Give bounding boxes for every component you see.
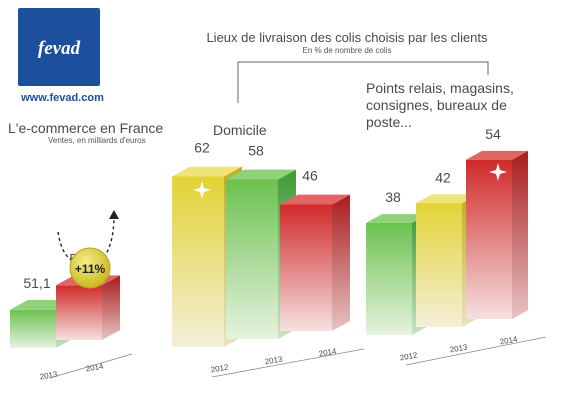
bar-side xyxy=(332,194,350,331)
sparkle-icon xyxy=(75,193,93,211)
delivery-subtitle: En % de nombre de colis xyxy=(302,46,392,55)
bar-front xyxy=(172,176,224,347)
bar-top xyxy=(226,169,296,180)
bar-top xyxy=(416,194,478,204)
value-label: 42 xyxy=(435,169,451,185)
bar-1-2014 xyxy=(280,194,350,331)
value-label: 51,1 xyxy=(23,275,50,291)
bar-front xyxy=(56,285,102,340)
axis-line xyxy=(405,336,547,366)
bar-top xyxy=(280,194,350,205)
bar-side xyxy=(512,150,528,319)
tick-label: 2013 xyxy=(39,369,59,381)
bar-front xyxy=(466,159,512,319)
bar-front xyxy=(366,222,412,335)
tick-label: 2013 xyxy=(449,342,469,354)
value-label: 38 xyxy=(385,189,401,205)
sparkle-icon xyxy=(193,181,211,199)
badge-text: +11% xyxy=(75,262,106,276)
bar-top xyxy=(366,214,428,223)
badge-circle xyxy=(69,247,111,289)
left-chart-title: L'e-commerce en France xyxy=(8,120,164,136)
bar-front xyxy=(416,203,462,327)
growth-badge: +11% xyxy=(57,210,119,289)
bar-front xyxy=(10,309,56,348)
fevad-logo: fevad xyxy=(18,8,100,86)
logo-url: www.fevad.com xyxy=(21,92,104,104)
logo-text: fevad xyxy=(37,38,81,59)
bar-front xyxy=(280,204,332,331)
bar-top xyxy=(466,150,528,160)
arrow-head-icon xyxy=(109,210,119,219)
delivery-title: Lieux de livraison des colis choisis par… xyxy=(206,30,488,45)
value-label: 54 xyxy=(485,126,501,142)
tick-label: 2013 xyxy=(264,354,284,366)
tick-label: 2014 xyxy=(85,361,105,373)
axis-line xyxy=(211,348,365,378)
value-label: 58 xyxy=(248,143,264,159)
bar-top xyxy=(172,166,242,177)
relais-label: Points relais, magasins, consignes, bure… xyxy=(366,80,514,130)
header-bracket xyxy=(237,61,489,103)
bar-side xyxy=(102,275,120,340)
sparkle-icon xyxy=(489,163,507,181)
domicile-label: Domicile xyxy=(213,122,267,138)
tick-label: 2012 xyxy=(399,350,419,362)
value-label: 46 xyxy=(302,168,318,184)
value-label: 62 xyxy=(194,140,210,156)
axis-line xyxy=(49,353,133,379)
left-chart-subtitle: Ventes, en milliards d'euros xyxy=(48,136,146,145)
tick-label: 2012 xyxy=(210,362,230,374)
bar-front xyxy=(226,179,278,339)
bar-2-2014 xyxy=(466,150,528,319)
tick-label: 2014 xyxy=(318,346,338,358)
